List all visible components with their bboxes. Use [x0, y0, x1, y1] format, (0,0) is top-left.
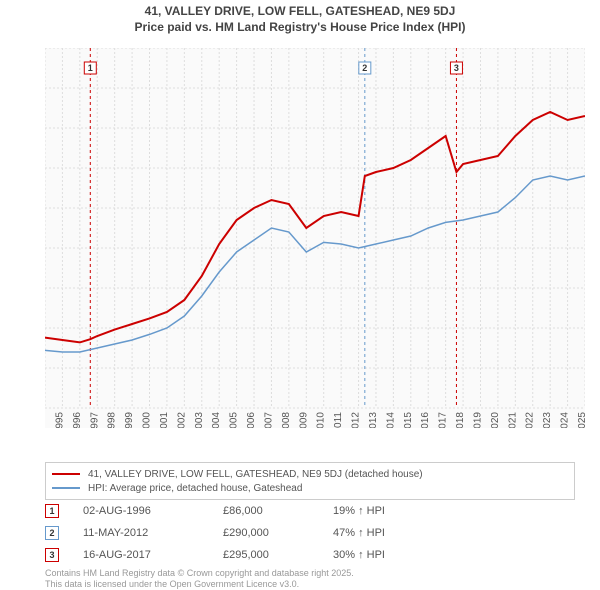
legend-label-2: HPI: Average price, detached house, Gate…: [88, 483, 302, 494]
legend-label-1: 41, VALLEY DRIVE, LOW FELL, GATESHEAD, N…: [88, 469, 423, 480]
svg-text:2007: 2007: [263, 412, 274, 428]
svg-text:2013: 2013: [368, 412, 379, 428]
svg-text:2022: 2022: [525, 412, 536, 428]
svg-text:2009: 2009: [298, 412, 309, 428]
svg-text:2025: 2025: [577, 412, 585, 428]
event-row: 1 02-AUG-1996£86,00019% ↑ HPI: [45, 500, 433, 522]
events-table: 1 02-AUG-1996£86,00019% ↑ HPI 2 11-MAY-2012…: [45, 500, 433, 566]
svg-text:2019: 2019: [472, 412, 483, 428]
event-date: 16-AUG-2017: [83, 549, 223, 561]
footer-line2: This data is licensed under the Open Gov…: [45, 579, 354, 590]
svg-text:2006: 2006: [246, 412, 257, 428]
event-price: £290,000: [223, 527, 333, 539]
event-diff: 30% ↑ HPI: [333, 549, 433, 561]
title-line2: Price paid vs. HM Land Registry's House …: [0, 20, 600, 36]
svg-text:2003: 2003: [194, 412, 205, 428]
svg-text:2008: 2008: [281, 412, 292, 428]
legend-row-2: HPI: Average price, detached house, Gate…: [52, 481, 568, 495]
svg-text:2001: 2001: [159, 412, 170, 428]
legend: 41, VALLEY DRIVE, LOW FELL, GATESHEAD, N…: [45, 462, 575, 500]
event-price: £295,000: [223, 549, 333, 561]
event-number-box: 3: [45, 548, 59, 562]
svg-text:1995: 1995: [54, 412, 65, 428]
event-date: 11-MAY-2012: [83, 527, 223, 539]
footer-line1: Contains HM Land Registry data © Crown c…: [45, 568, 354, 579]
svg-text:1999: 1999: [124, 412, 135, 428]
chart-svg: 123 £0£50K£100K£150K£200K£250K£300K£350K…: [45, 48, 585, 428]
svg-text:1994: 1994: [45, 412, 48, 428]
svg-text:2000: 2000: [142, 412, 153, 428]
title-line1: 41, VALLEY DRIVE, LOW FELL, GATESHEAD, N…: [0, 4, 600, 20]
chart-container: 41, VALLEY DRIVE, LOW FELL, GATESHEAD, N…: [0, 0, 600, 590]
event-number-box: 1: [45, 504, 59, 518]
svg-text:1: 1: [88, 63, 93, 73]
event-diff: 19% ↑ HPI: [333, 505, 433, 517]
event-row: 2 11-MAY-2012£290,00047% ↑ HPI: [45, 522, 433, 544]
svg-text:3: 3: [454, 63, 459, 73]
svg-text:2016: 2016: [420, 412, 431, 428]
event-date: 02-AUG-1996: [83, 505, 223, 517]
svg-text:1998: 1998: [107, 412, 118, 428]
event-number-box: 2: [45, 526, 59, 540]
legend-swatch-2: [52, 487, 80, 489]
plot-background: [45, 48, 585, 428]
svg-text:2002: 2002: [176, 412, 187, 428]
svg-text:2020: 2020: [490, 412, 501, 428]
event-price: £86,000: [223, 505, 333, 517]
svg-text:2021: 2021: [507, 412, 518, 428]
svg-text:2023: 2023: [542, 412, 553, 428]
svg-text:1996: 1996: [72, 412, 83, 428]
svg-text:2012: 2012: [351, 412, 362, 428]
legend-swatch-1: [52, 473, 80, 475]
footer: Contains HM Land Registry data © Crown c…: [45, 568, 354, 590]
legend-row-1: 41, VALLEY DRIVE, LOW FELL, GATESHEAD, N…: [52, 467, 568, 481]
svg-text:2011: 2011: [333, 412, 344, 428]
svg-text:1997: 1997: [89, 412, 100, 428]
svg-text:2014: 2014: [385, 412, 396, 428]
svg-text:2017: 2017: [438, 412, 449, 428]
chart-title: 41, VALLEY DRIVE, LOW FELL, GATESHEAD, N…: [0, 0, 600, 35]
svg-text:2: 2: [362, 63, 367, 73]
svg-text:2018: 2018: [455, 412, 466, 428]
svg-text:2004: 2004: [211, 412, 222, 428]
event-diff: 47% ↑ HPI: [333, 527, 433, 539]
svg-text:2015: 2015: [403, 412, 414, 428]
svg-text:2010: 2010: [316, 412, 327, 428]
svg-text:2005: 2005: [229, 412, 240, 428]
svg-text:2024: 2024: [560, 412, 571, 428]
event-row: 3 16-AUG-2017£295,00030% ↑ HPI: [45, 544, 433, 566]
